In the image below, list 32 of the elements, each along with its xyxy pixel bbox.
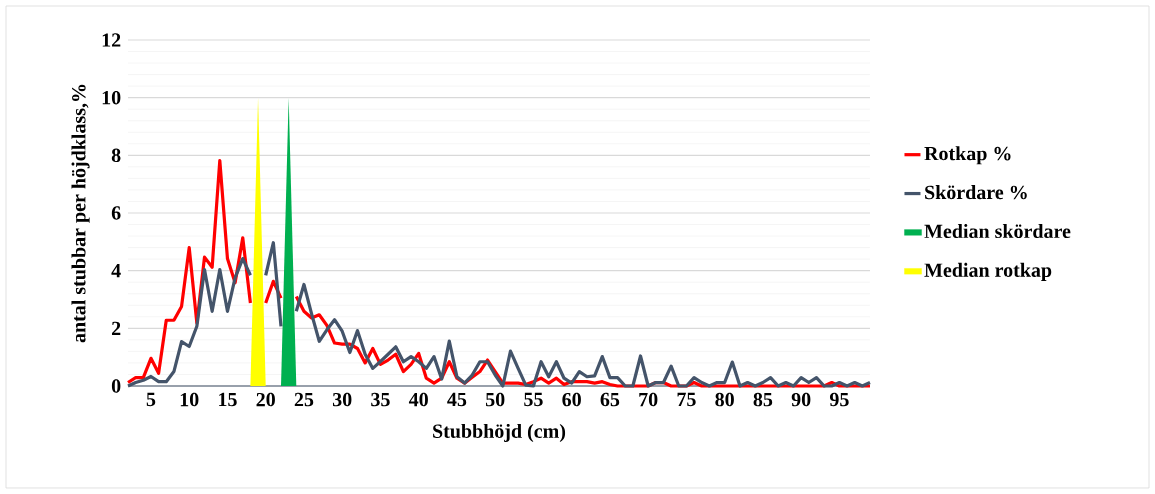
legend-label: Rotkap % [924, 146, 1011, 165]
x-tick-label: 10 [180, 392, 199, 407]
x-tick-label: 95 [829, 392, 849, 407]
x-tick-label: 80 [715, 392, 734, 407]
legend-label: Median rotkap [924, 262, 1052, 281]
y-axis-title: antal stubbar per höjdklass,% [71, 84, 90, 343]
y-tick-label: 10 [102, 90, 121, 105]
x-tick-label: 90 [791, 392, 811, 407]
x-tick-label: 45 [447, 392, 467, 407]
x-tick-label: 20 [256, 392, 275, 407]
y-tick-label: 12 [102, 33, 121, 47]
x-axis-title: Stubbhöjd (cm) [433, 423, 566, 443]
x-tick-label: 55 [524, 392, 543, 407]
y-tick-label: 0 [111, 379, 121, 393]
x-tick-label: 85 [753, 392, 773, 407]
x-tick-label: 25 [294, 392, 314, 407]
x-tick-label: 40 [408, 392, 428, 407]
x-tick-label: 35 [371, 392, 390, 407]
x-tick-label: 5 [146, 392, 156, 407]
x-tick-label: 15 [219, 392, 237, 407]
x-tick-label: 65 [600, 392, 620, 407]
y-tick-label: 2 [111, 321, 121, 335]
x-tick-label: 50 [485, 392, 505, 407]
legend-label: Median skördare [924, 223, 1071, 239]
x-tick-label: 70 [639, 392, 658, 407]
y-tick-label: 8 [111, 148, 121, 163]
x-tick-label: 30 [332, 392, 352, 407]
y-tick-label: 6 [111, 206, 121, 220]
legend-label: Skördare % [925, 185, 1027, 200]
x-tick-label: 60 [562, 392, 581, 407]
y-tick-label: 4 [111, 264, 121, 278]
x-tick-label: 75 [677, 392, 696, 407]
